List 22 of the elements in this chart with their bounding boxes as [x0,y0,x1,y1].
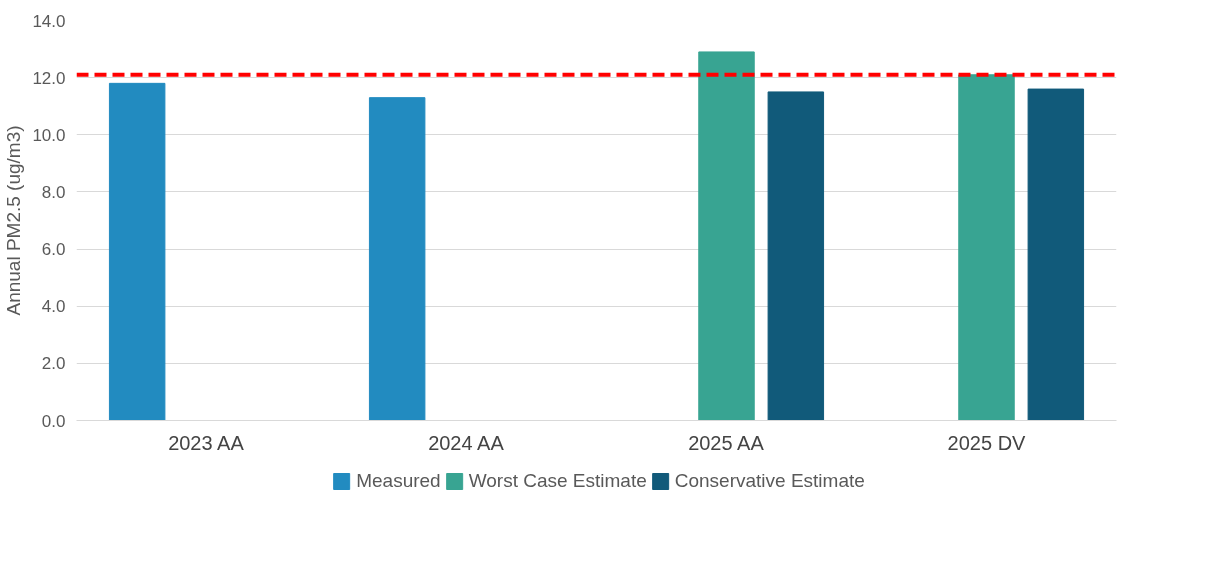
y-tick-label: 2.0 [41,354,66,374]
legend-label: Conservative Estimate [674,470,865,492]
y-tick-label: 12.0 [32,68,66,88]
bar [698,51,755,421]
y-tick-label: 4.0 [41,297,66,317]
x-tick-label: 2024 AA [428,431,505,454]
y-tick-label: 6.0 [41,240,66,260]
bar [1027,88,1085,421]
legend-label: Measured [356,470,441,492]
x-tick-label: 2025 AA [688,431,765,454]
y-tick-label: 10.0 [32,125,66,145]
legend-label: Worst Case Estimate [468,470,647,492]
y-axis-title: Annual PM2.5 (ug/m3) [3,125,25,316]
bar [108,82,166,421]
bar [767,91,825,421]
y-tick-label: 0.0 [41,411,66,431]
bar [368,97,426,421]
bar [958,74,1015,421]
x-tick-label: 2025 DV [947,431,1027,454]
y-tick-label: 8.0 [41,182,66,202]
x-tick-label: 2023 AA [168,431,245,454]
y-tick-label: 14.0 [32,11,66,31]
